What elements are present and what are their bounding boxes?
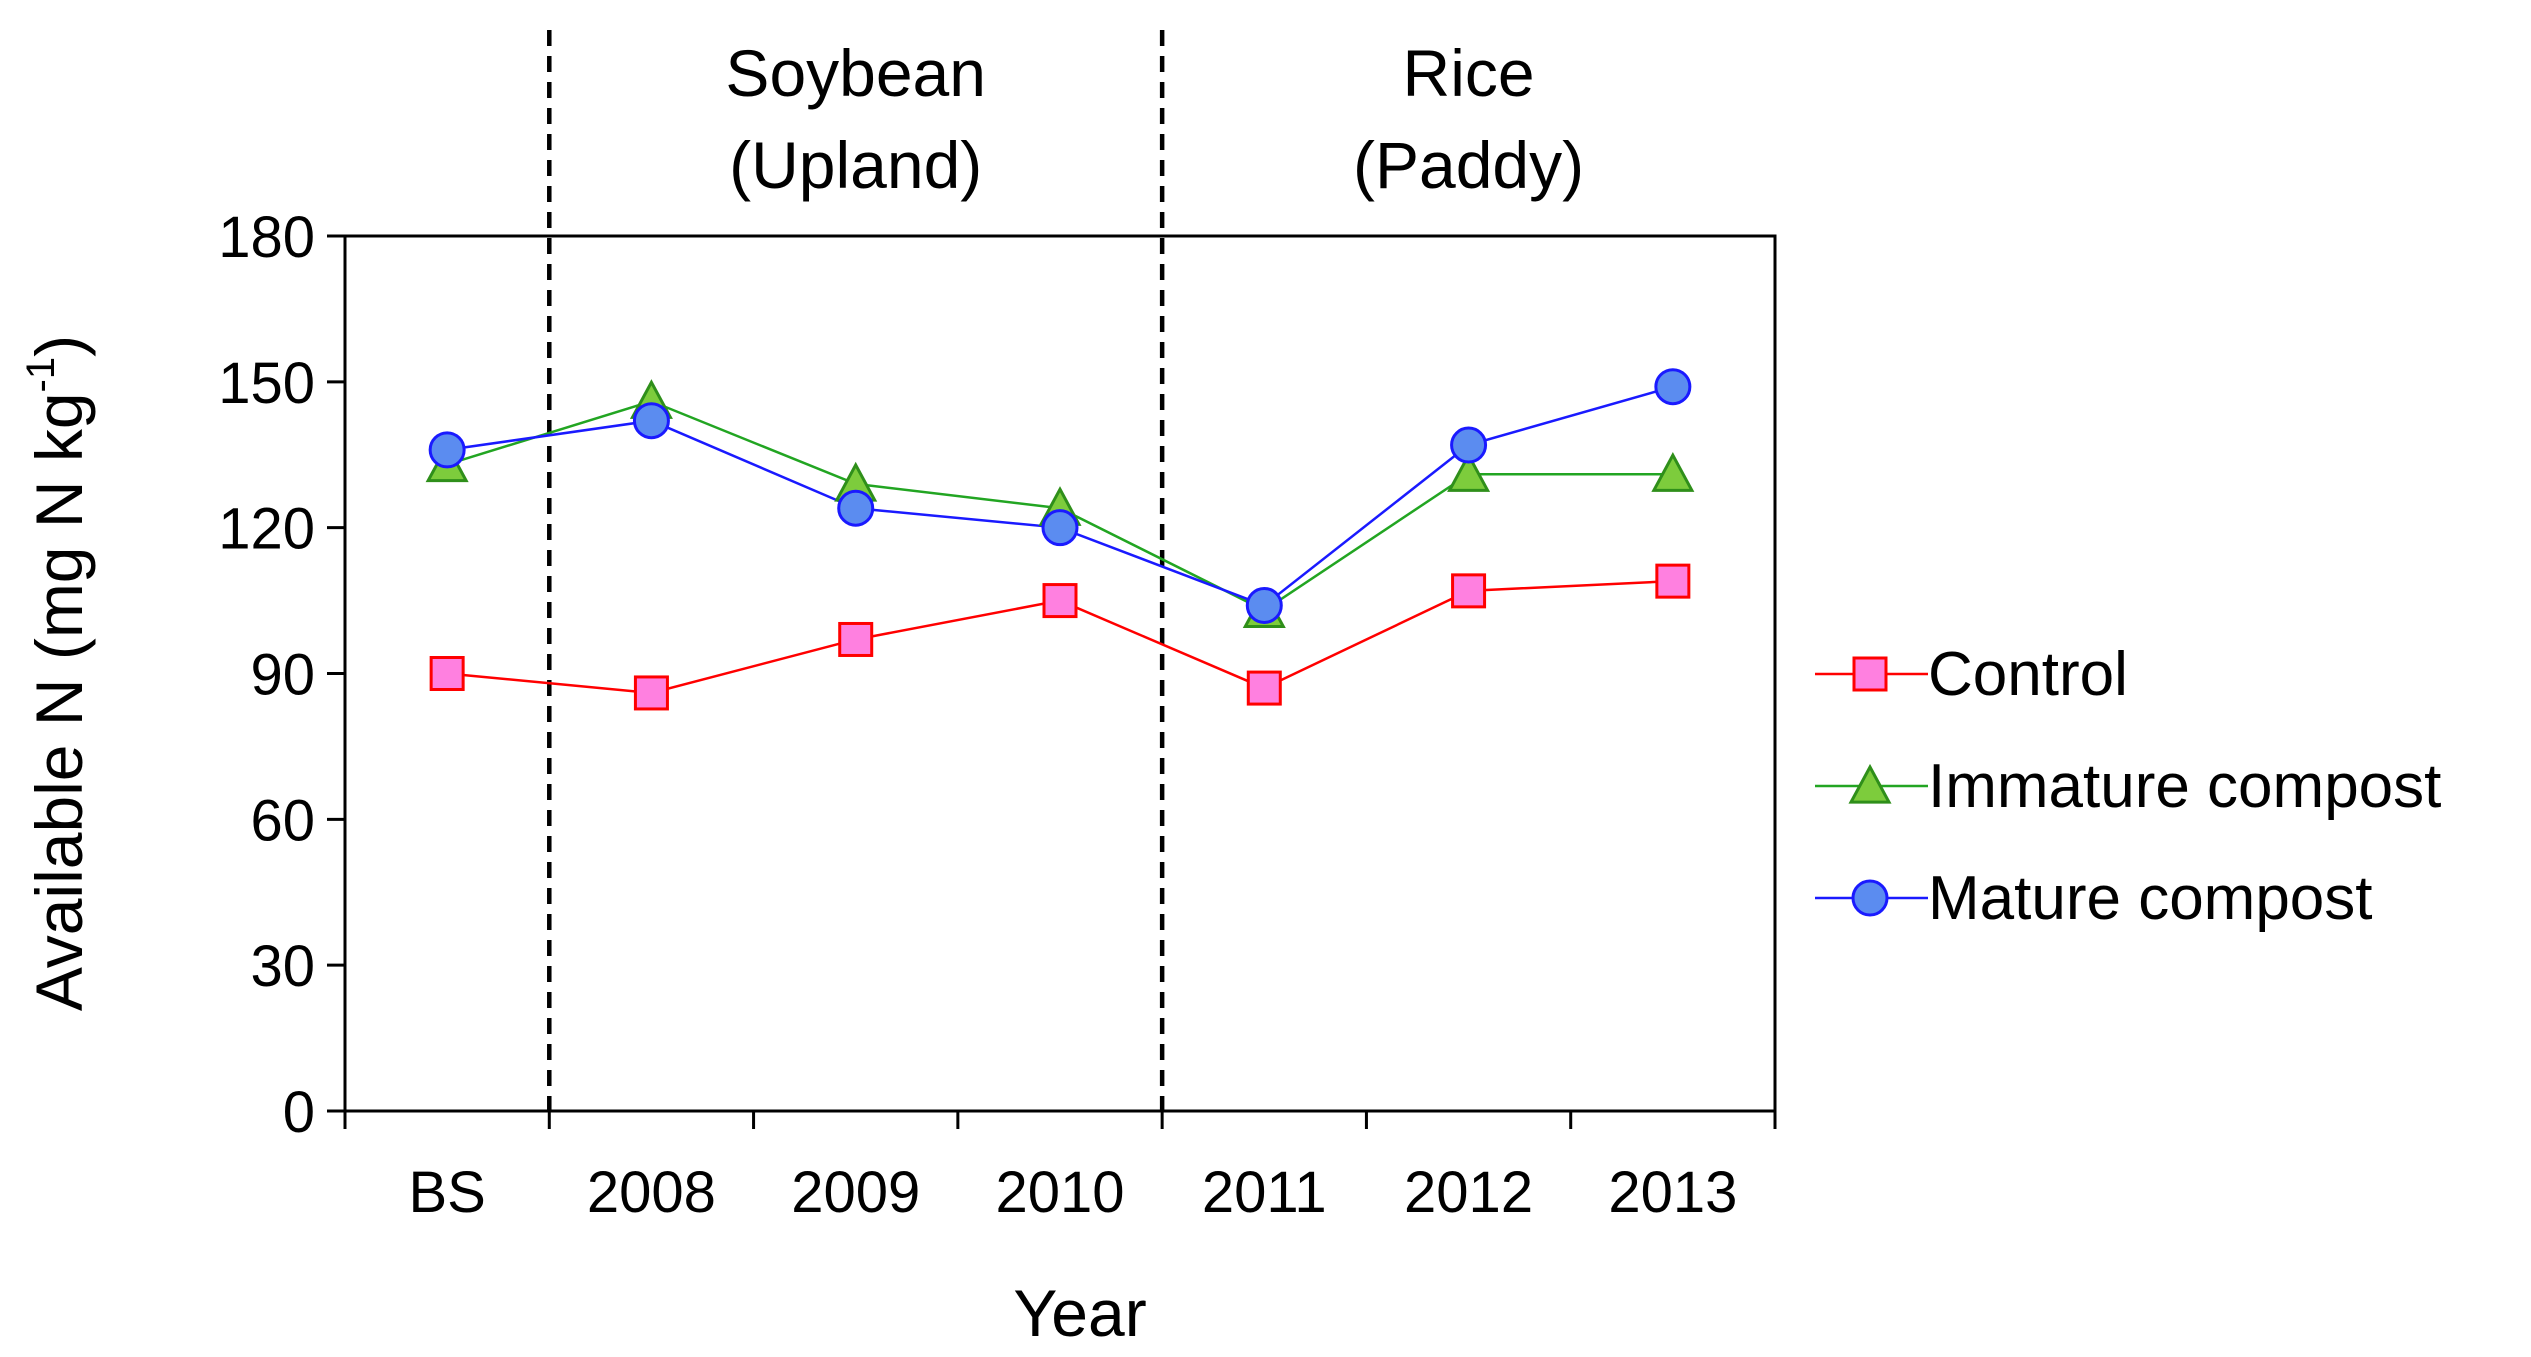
x-tick-label: 2013 <box>1608 1160 1737 1225</box>
y-tick-label: 0 <box>283 1080 315 1145</box>
point-mature-compost <box>1654 368 1692 406</box>
point-control <box>1655 563 1691 599</box>
period-label-crop: Soybean <box>725 36 986 110</box>
y-axis: 0 30 60 90 120 150 180 <box>218 205 345 1145</box>
period-label-condition: (Paddy) <box>1353 128 1584 202</box>
x-tick-label: 2012 <box>1404 1160 1533 1225</box>
period-label-condition: (Upland) <box>729 128 982 202</box>
point-mature-compost <box>1245 586 1283 624</box>
point-control <box>1042 583 1078 619</box>
series-markers <box>425 368 1695 711</box>
x-tick-label: 2009 <box>791 1160 920 1225</box>
y-axis-title-close: ) <box>22 335 96 357</box>
x-tick-label: 2011 <box>1202 1160 1327 1225</box>
y-tick-label: 60 <box>250 788 315 853</box>
legend-label-immature-compost: Immature compost <box>1928 752 2441 821</box>
plot-area <box>343 234 1777 1113</box>
y-tick-label: 150 <box>218 351 315 416</box>
point-mature-compost <box>428 431 466 469</box>
legend-label-control: Control <box>1928 640 2128 709</box>
point-control <box>429 656 465 691</box>
y-tick-label: 180 <box>218 205 315 270</box>
point-control <box>1451 573 1487 609</box>
x-axis-title: Year <box>1013 1276 1146 1350</box>
point-mature-compost <box>1450 426 1488 464</box>
point-control <box>1246 670 1282 706</box>
y-tick-label: 30 <box>250 934 315 999</box>
legend-marker-mature-compost <box>1851 879 1889 917</box>
point-control <box>633 675 669 711</box>
period-label-crop: Rice <box>1403 36 1535 110</box>
point-immature-compost <box>1651 452 1695 492</box>
point-control <box>838 621 874 657</box>
point-mature-compost <box>632 402 670 440</box>
point-mature-compost <box>837 489 875 527</box>
point-mature-compost <box>1041 509 1079 547</box>
period-labels: Soybean (Upland) Rice (Paddy) <box>725 36 1584 202</box>
y-tick-label: 120 <box>218 497 315 562</box>
point-immature-compost <box>1447 452 1491 492</box>
y-axis-title-sup: -1 <box>19 357 63 393</box>
legend-marker-control <box>1852 656 1888 692</box>
x-axis: BS 2008 2009 2010 2011 2012 2013 <box>343 1111 1777 1225</box>
y-tick-label: 90 <box>250 643 315 708</box>
x-tick-label: BS <box>408 1160 485 1225</box>
x-tick-label: 2008 <box>587 1160 716 1225</box>
x-tick-label: 2010 <box>995 1160 1124 1225</box>
legend-marker-immature-compost <box>1848 763 1892 804</box>
y-axis-title-main: Available N (mg N kg <box>22 392 96 1011</box>
legend: Control Immature compost Mature compost <box>1815 640 2441 933</box>
y-axis-title: Available N (mg N kg-1) <box>19 335 96 1011</box>
legend-label-mature-compost: Mature compost <box>1928 864 2373 933</box>
